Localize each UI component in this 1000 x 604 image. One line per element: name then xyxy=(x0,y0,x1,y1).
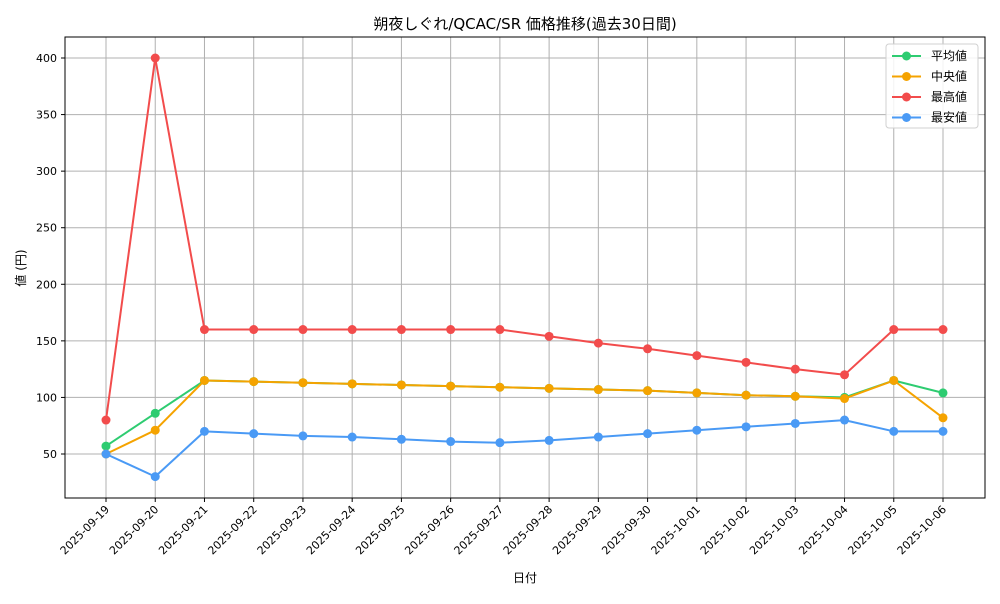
data-point-marker xyxy=(446,381,456,391)
legend-label: 平均値 xyxy=(931,48,967,63)
data-point-marker xyxy=(150,425,160,435)
data-point-marker xyxy=(790,418,800,428)
data-point-marker xyxy=(199,375,209,385)
data-point-marker xyxy=(840,394,850,404)
data-point-marker xyxy=(889,375,899,385)
series-line xyxy=(101,375,948,459)
legend-label: 最安値 xyxy=(931,110,967,125)
data-point-marker xyxy=(643,429,653,439)
legend-marker-icon xyxy=(902,51,911,61)
legend-item: 最安値 xyxy=(892,110,967,125)
y-tick-label: 350 xyxy=(36,109,57,122)
data-point-marker xyxy=(298,378,308,388)
data-point-marker xyxy=(249,325,259,335)
x-axis-label: 日付 xyxy=(513,571,537,585)
data-point-marker xyxy=(347,379,357,389)
data-point-marker xyxy=(790,364,800,374)
data-point-marker xyxy=(396,380,406,390)
y-tick-label: 400 xyxy=(36,52,57,65)
data-point-marker xyxy=(396,325,406,335)
data-point-marker xyxy=(446,437,456,447)
series-line xyxy=(101,415,948,482)
y-tick-label: 100 xyxy=(36,391,57,404)
data-point-marker xyxy=(150,53,160,63)
data-point-marker xyxy=(101,415,111,425)
data-point-marker xyxy=(643,344,653,354)
legend-box xyxy=(885,43,979,129)
data-point-marker xyxy=(889,426,899,436)
data-point-marker xyxy=(938,388,948,398)
data-point-marker xyxy=(741,390,751,400)
data-point-marker xyxy=(298,325,308,335)
data-point-marker xyxy=(741,422,751,432)
data-point-marker xyxy=(643,386,653,396)
chart-title: 朔夜しぐれ/QCAC/SR 価格推移(過去30日間) xyxy=(373,15,676,33)
series-path xyxy=(105,419,943,478)
data-point-marker xyxy=(495,382,505,392)
data-point-marker xyxy=(347,325,357,335)
data-point-marker xyxy=(101,441,111,451)
y-tick-label: 300 xyxy=(36,165,57,178)
y-tick-label: 200 xyxy=(36,278,57,291)
series-path xyxy=(105,57,943,421)
legend-label: 中央値 xyxy=(931,69,967,84)
data-point-marker xyxy=(199,426,209,436)
legend-marker-icon xyxy=(902,113,911,122)
data-point-marker xyxy=(101,449,111,459)
data-point-marker xyxy=(495,438,505,448)
data-point-marker xyxy=(347,432,357,442)
data-point-marker xyxy=(199,325,209,335)
data-point-marker xyxy=(692,425,702,435)
data-point-marker xyxy=(741,357,751,367)
data-point-marker xyxy=(840,415,850,425)
data-point-marker xyxy=(249,377,259,387)
data-point-marker xyxy=(544,383,554,393)
y-axis-label: 値 (円) xyxy=(13,249,28,286)
data-point-marker xyxy=(938,426,948,436)
data-point-marker xyxy=(298,431,308,441)
data-series xyxy=(101,53,948,482)
data-point-marker xyxy=(889,325,899,335)
data-point-marker xyxy=(938,325,948,335)
data-point-marker xyxy=(150,408,160,418)
data-point-marker xyxy=(692,351,702,361)
data-point-marker xyxy=(544,435,554,445)
data-point-marker xyxy=(790,391,800,401)
series-line xyxy=(101,53,948,425)
data-point-marker xyxy=(396,434,406,444)
y-tick-label: 150 xyxy=(36,335,57,348)
legend-label: 最高値 xyxy=(931,89,967,104)
data-point-marker xyxy=(593,338,603,348)
data-point-marker xyxy=(593,385,603,395)
legend-marker-icon xyxy=(902,72,911,81)
y-axis: 50 100 150 200 250 300 350 400 xyxy=(36,52,65,461)
data-point-marker xyxy=(150,472,160,482)
grid-lines xyxy=(65,37,985,498)
legend-item: 中央値 xyxy=(892,69,967,84)
legend-item: 平均値 xyxy=(892,48,967,63)
legend-marker-icon xyxy=(902,92,911,102)
y-tick-label: 50 xyxy=(43,448,57,461)
legend-item: 最高値 xyxy=(892,89,967,104)
data-point-marker xyxy=(692,388,702,398)
plot-area-frame xyxy=(64,36,986,499)
data-point-marker xyxy=(249,429,259,439)
data-point-marker xyxy=(938,413,948,423)
data-point-marker xyxy=(495,325,505,335)
data-point-marker xyxy=(840,370,850,380)
data-point-marker xyxy=(446,325,456,335)
y-tick-label: 250 xyxy=(36,222,57,235)
data-point-marker xyxy=(593,432,603,442)
data-point-marker xyxy=(544,331,554,341)
series-path xyxy=(105,379,944,455)
